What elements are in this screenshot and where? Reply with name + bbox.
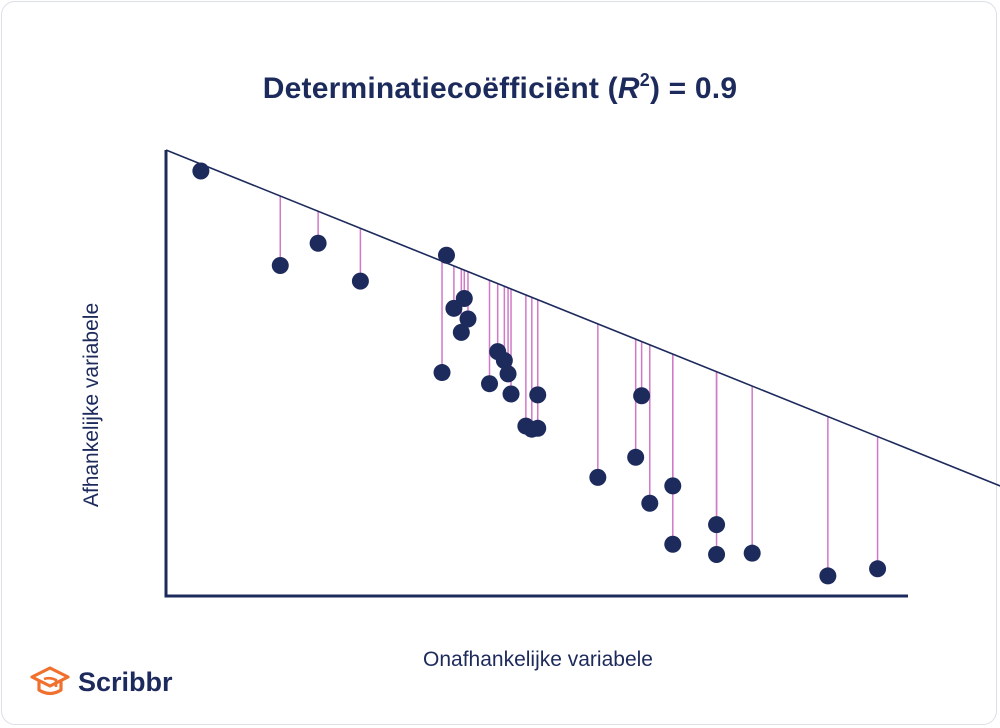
data-point (452, 323, 470, 341)
regression-line (165, 149, 1000, 487)
graduation-cap-icon (30, 666, 70, 696)
chart-title: Determinatiecoëfficiënt (R2) = 0.9 (262, 70, 738, 105)
logo-text: Scribbr (78, 666, 173, 697)
data-point (433, 364, 451, 382)
data-point (459, 310, 477, 328)
data-point (309, 234, 327, 252)
data-point (627, 448, 645, 466)
data-point (743, 544, 761, 562)
residual-lines (200, 164, 879, 576)
x-axis-label: Onafhankelijke variabele (423, 648, 653, 671)
data-point (529, 419, 547, 437)
data-point (708, 546, 726, 564)
data-point (502, 385, 520, 403)
data-point (641, 494, 659, 512)
data-point (869, 560, 887, 578)
data-point (271, 257, 289, 275)
data-point (495, 352, 513, 370)
data-points (192, 162, 887, 585)
data-point (819, 567, 837, 585)
data-point (455, 290, 473, 308)
data-point (192, 162, 210, 180)
scribbr-logo: Scribbr (30, 664, 173, 700)
data-point (499, 365, 517, 383)
data-point (351, 272, 369, 290)
data-point (708, 516, 726, 534)
data-point (437, 246, 455, 264)
data-point (633, 387, 651, 405)
y-axis-label: Afhankelijke variabele (80, 302, 103, 508)
data-point (664, 477, 682, 495)
data-point (589, 468, 607, 486)
data-point (481, 375, 499, 393)
data-point (529, 386, 547, 404)
data-point (664, 535, 682, 553)
